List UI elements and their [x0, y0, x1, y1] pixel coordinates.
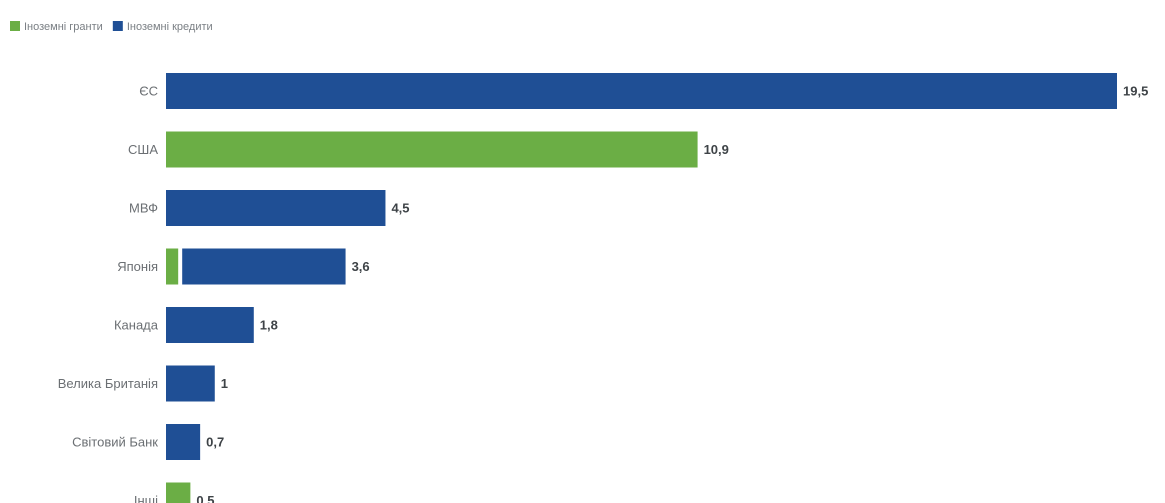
- value-label: 3,6: [352, 259, 370, 274]
- credit-bar: [166, 190, 386, 226]
- category-label: МВФ: [129, 201, 158, 216]
- category-labels: ЄС США МВФ Японія Канада Велика Британія Світо…: [58, 84, 159, 503]
- value-label: 10,9: [704, 142, 729, 157]
- value-label: 1,8: [260, 318, 278, 333]
- value-label: 0,7: [206, 435, 224, 450]
- grant-bar: [166, 248, 179, 285]
- legend-label-1: Іноземні кредити: [127, 21, 213, 33]
- credit-bar: [182, 248, 346, 285]
- category-label: Інші: [134, 493, 158, 503]
- category-label: Світовий Банк: [72, 435, 158, 450]
- category-label: Канада: [114, 318, 159, 333]
- category-label: Японія: [117, 259, 158, 274]
- value-label: 19,5: [1123, 84, 1148, 99]
- chart-legend: Іноземні гранти Іноземні кредити: [10, 21, 213, 33]
- bars: [166, 73, 1117, 503]
- category-label: Велика Британія: [58, 376, 158, 391]
- category-label: США: [128, 142, 158, 157]
- credit-bar: [166, 365, 215, 402]
- value-label: 4,5: [391, 201, 409, 216]
- legend-label-0: Іноземні гранти: [24, 21, 103, 33]
- value-labels: 19,5 10,9 4,5 3,6 1,8 1 0,7 0,5: [196, 84, 1148, 503]
- legend-swatch-0: [10, 21, 20, 31]
- grant-bar: [166, 131, 698, 168]
- credit-bar: [166, 307, 254, 343]
- value-label: 1: [221, 376, 228, 391]
- value-label: 0,5: [196, 493, 214, 503]
- category-label: ЄС: [139, 84, 158, 99]
- legend-swatch-1: [112, 21, 123, 31]
- credit-bar: [166, 424, 201, 460]
- grant-bar: [166, 482, 191, 503]
- credit-bar: [166, 73, 1117, 109]
